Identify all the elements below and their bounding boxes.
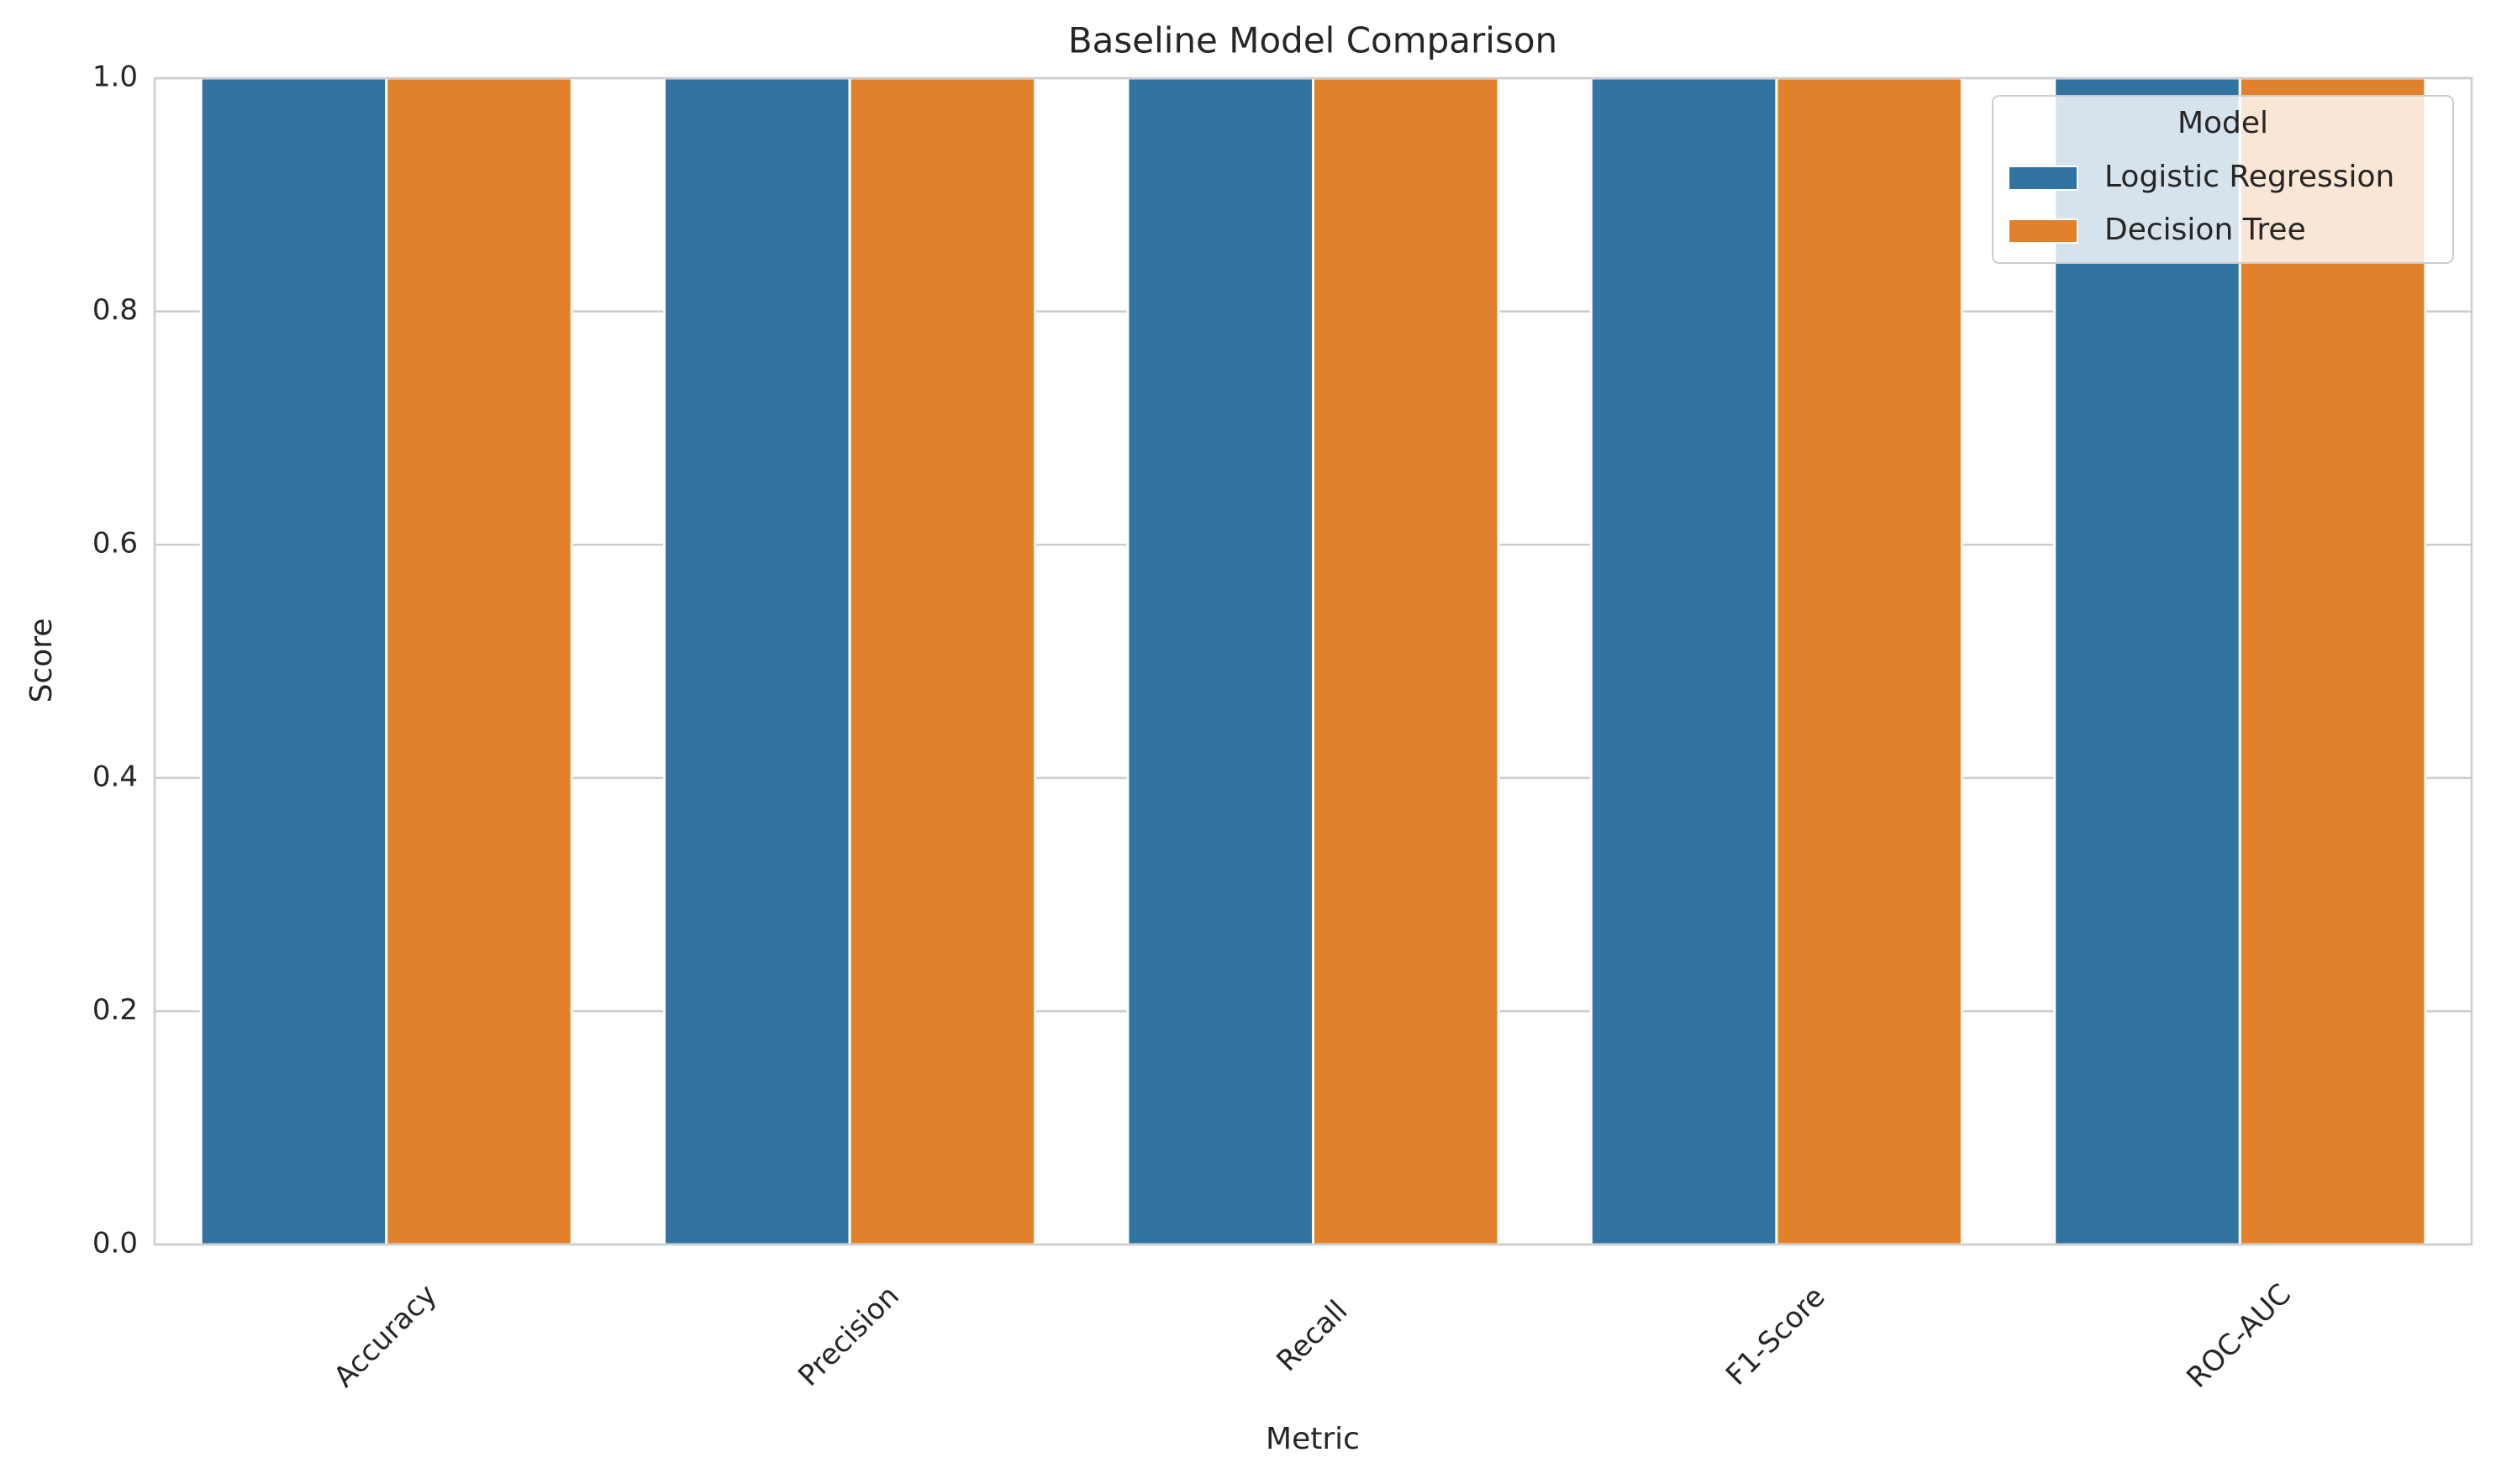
y-axis-label: Score	[24, 618, 59, 703]
legend-swatch	[2008, 218, 2078, 244]
bar	[2238, 76, 2427, 1246]
x-axis-label: Metric	[1266, 1422, 1360, 1456]
legend-box	[1992, 95, 2454, 264]
bar	[1775, 76, 1963, 1246]
legend-label: Logistic Regression	[2104, 160, 2394, 194]
bar	[199, 76, 388, 1246]
bar	[848, 76, 1037, 1246]
bar	[385, 76, 573, 1246]
legend: Model Logistic Regression Decision Tree	[1992, 95, 2454, 264]
chart-title: Baseline Model Comparison	[1068, 20, 1557, 61]
legend-label: Decision Tree	[2104, 213, 2306, 247]
y-tick-label: 0.2	[92, 993, 138, 1027]
y-tick-label: 0.4	[92, 760, 138, 793]
bar	[1589, 76, 1778, 1246]
plot-border	[153, 76, 2473, 1246]
bar	[1312, 76, 1500, 1246]
legend-title: Model	[2177, 106, 2268, 140]
y-tick-label: 0.8	[92, 293, 138, 327]
y-tick-label: 0.0	[92, 1227, 138, 1260]
y-tick-label: 0.6	[92, 527, 138, 560]
bar	[1126, 76, 1314, 1246]
legend-swatch	[2008, 166, 2078, 191]
bar	[663, 76, 851, 1246]
y-tick-label: 1.0	[92, 61, 138, 94]
